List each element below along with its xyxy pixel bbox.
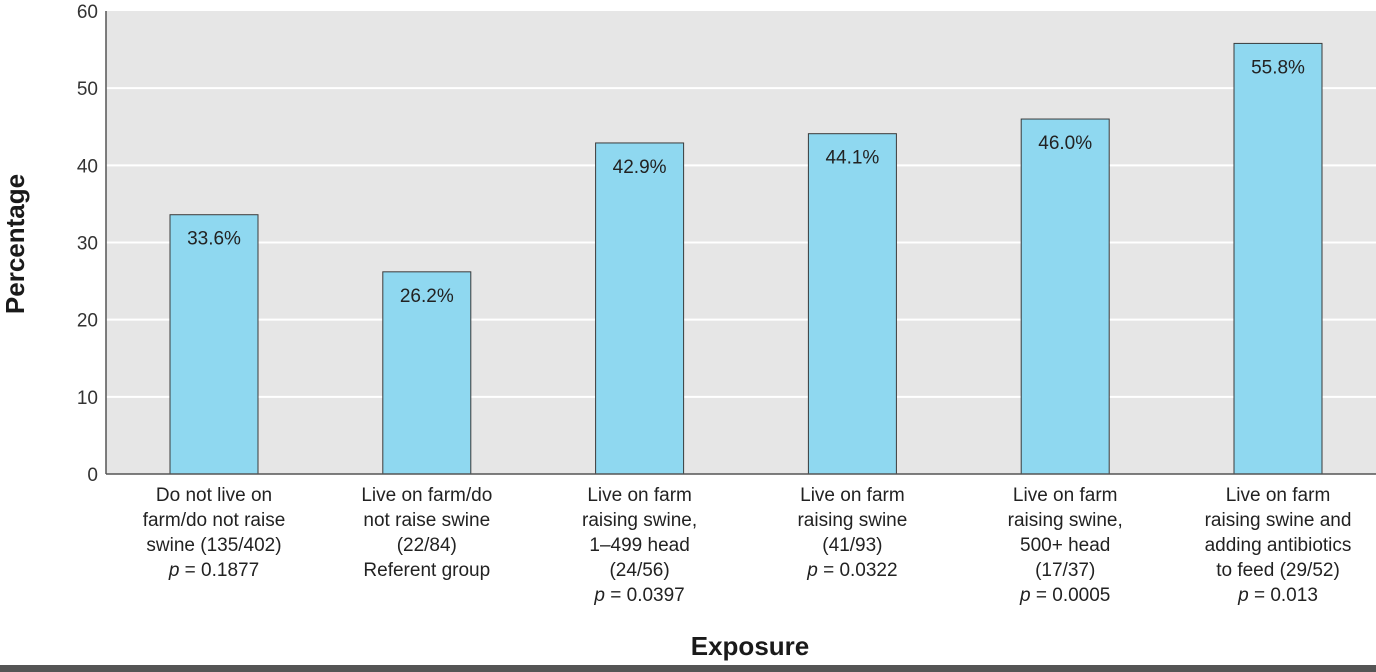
category-label-line: (22/84) <box>397 535 457 556</box>
p-value-label: p = 0.0397 <box>593 585 684 606</box>
p-value: = 0.0005 <box>1031 585 1111 606</box>
y-tick-label: 40 <box>77 156 98 177</box>
bar <box>595 142 685 475</box>
category-label-line: Live on farm <box>800 485 905 506</box>
category-labels: Do not live on farm/do not raise swine (13… <box>143 485 1352 606</box>
category-label-line: farm/do not raise <box>143 510 286 531</box>
bottom-border <box>0 665 1376 672</box>
bar-data-labels: 33.6% 26.2% 42.9% 44.1% 46.0% 55.8% <box>187 57 1305 306</box>
y-tick-label: 10 <box>77 388 98 409</box>
p-value: = 0.013 <box>1249 585 1318 606</box>
category-label-line: not raise swine <box>363 510 490 531</box>
p-symbol: p <box>1237 585 1249 606</box>
y-tick-label: 50 <box>77 79 98 100</box>
bar <box>382 271 472 475</box>
category-label-line: Live on farm <box>1226 485 1331 506</box>
p-value-label: p = 0.1877 <box>168 560 259 581</box>
y-axis-title: Percentage <box>0 174 30 314</box>
category-label-line: 1–499 head <box>589 535 689 556</box>
p-symbol: p <box>168 560 180 581</box>
category-label-line: 500+ head <box>1020 535 1110 556</box>
bar <box>169 214 259 475</box>
y-tick-label: 30 <box>77 234 98 255</box>
bar-data-label: 42.9% <box>613 157 667 178</box>
category-label-line: Live on farm <box>587 485 692 506</box>
p-value: = 0.0397 <box>605 585 685 606</box>
bar-data-label: 44.1% <box>825 148 879 169</box>
p-value-label: p = 0.0322 <box>806 560 897 581</box>
x-axis-title: Exposure <box>691 631 810 661</box>
y-tick-label: 0 <box>87 465 98 486</box>
category-label-line: (24/56) <box>609 560 669 581</box>
category-label-line: raising swine <box>797 510 907 531</box>
bar-data-label: 26.2% <box>400 286 454 307</box>
y-tick-labels: 0 10 20 30 40 50 60 <box>77 2 98 486</box>
gridlines <box>106 87 1376 398</box>
category-label-line: raising swine and <box>1205 510 1352 531</box>
bar <box>1233 42 1323 475</box>
category-label-line: raising swine, <box>582 510 697 531</box>
category-label-line: Live on farm/do <box>361 485 492 506</box>
category-label-line: (41/93) <box>822 535 882 556</box>
bar-data-label: 33.6% <box>187 229 241 250</box>
y-tick-label: 60 <box>77 2 98 23</box>
bar-data-label: 46.0% <box>1038 133 1092 154</box>
category-label-line: Referent group <box>363 560 490 581</box>
p-value-label: p = 0.0005 <box>1019 585 1110 606</box>
p-value: = 0.1877 <box>179 560 259 581</box>
category-label-line: Live on farm <box>1013 485 1118 506</box>
p-symbol: p <box>593 585 605 606</box>
bar-data-label: 55.8% <box>1251 57 1305 78</box>
category-label-line: (17/37) <box>1035 560 1095 581</box>
y-tick-label: 20 <box>77 311 98 332</box>
category-label-line: Do not live on <box>156 485 272 506</box>
category-label-line: to feed (29/52) <box>1216 560 1340 581</box>
category-label-line: raising swine, <box>1008 510 1123 531</box>
p-symbol: p <box>1019 585 1031 606</box>
bar <box>1020 118 1110 475</box>
bars <box>169 42 1323 475</box>
p-value: = 0.0322 <box>818 560 898 581</box>
p-symbol: p <box>806 560 818 581</box>
category-label-line: swine (135/402) <box>146 535 281 556</box>
p-value-label: p = 0.013 <box>1237 585 1318 606</box>
category-label-line: adding antibiotics <box>1205 535 1352 556</box>
bar <box>807 133 897 475</box>
